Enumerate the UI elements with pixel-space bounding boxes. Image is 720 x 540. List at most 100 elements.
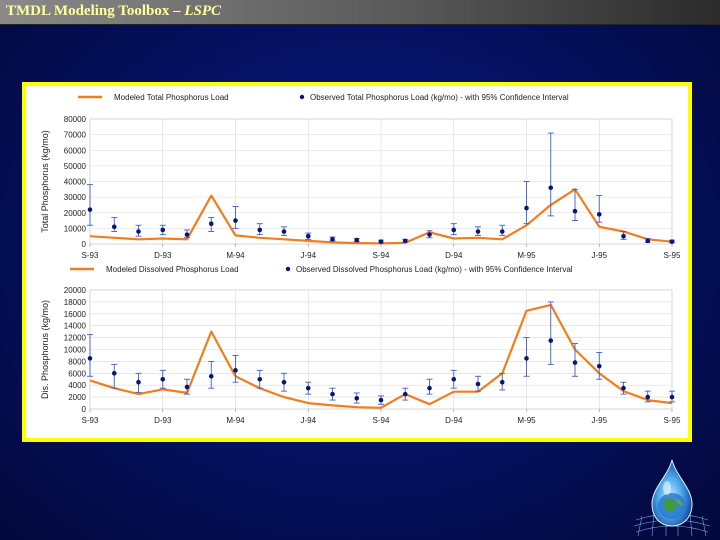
- slide-title-main: TMDL Modeling Toolbox –: [6, 3, 185, 19]
- data-point-observed: [669, 394, 675, 400]
- data-point-observed: [184, 384, 190, 390]
- y-tick-label: 0: [82, 240, 87, 249]
- y-tick-label: 4000: [68, 381, 86, 390]
- y-tick-label: 18000: [64, 298, 87, 307]
- water-drop-globe-icon: [633, 459, 711, 536]
- data-point-observed: [111, 371, 117, 376]
- x-tick-label: J-94: [300, 416, 316, 425]
- x-tick-label: D-93: [154, 251, 172, 260]
- data-point-observed: [87, 356, 93, 361]
- x-tick-label: J-94: [300, 251, 316, 260]
- data-point-observed: [402, 238, 408, 244]
- data-point-observed: [572, 360, 578, 365]
- data-point-observed: [111, 224, 117, 230]
- y-tick-label: 8000: [68, 357, 86, 366]
- x-tick-label: S-95: [664, 251, 681, 260]
- data-point-observed: [596, 212, 602, 217]
- legend-label-observed: Observed Dissolved Phosphorus Load (kg/m…: [296, 265, 573, 274]
- x-tick-label: S-95: [664, 416, 681, 425]
- y-tick-label: 16000: [64, 310, 87, 319]
- data-point-observed: [572, 208, 578, 214]
- chart-1: Modeled Total Phosphorus Load Observed To…: [40, 93, 681, 260]
- legend-swatch-observed: [285, 266, 291, 272]
- y-tick-label: 12000: [64, 334, 87, 343]
- data-point-observed: [281, 379, 287, 385]
- data-point-observed: [160, 376, 166, 382]
- y-tick-label: 10000: [64, 346, 87, 355]
- data-point-observed: [669, 239, 675, 244]
- data-point-observed: [257, 376, 263, 382]
- data-point-observed: [136, 229, 141, 234]
- y-axis-label: Dis. Phosphorus (kg/mo): [40, 300, 50, 399]
- charts-svg: Modeled Total Phosphorus Load Observed To…: [40, 93, 681, 425]
- data-point-observed: [305, 385, 311, 391]
- data-point-observed: [499, 379, 505, 385]
- data-point-observed: [305, 233, 311, 239]
- x-tick-label: M-95: [517, 416, 536, 425]
- data-point-observed: [378, 397, 384, 403]
- x-tick-label: S-94: [373, 251, 390, 260]
- slide-title-italic: LSPC: [184, 3, 222, 19]
- slide-title: TMDL Modeling Toolbox – LSPC: [6, 3, 221, 20]
- y-tick-label: 6000: [68, 369, 86, 378]
- legend-label-modeled: Modeled Total Phosphorus Load: [114, 93, 229, 102]
- x-tick-label: J-95: [591, 416, 607, 425]
- data-point-observed: [645, 394, 651, 400]
- legend-swatch-observed: [299, 94, 305, 100]
- y-axis-label: Total Phosphorus (kg/mo): [40, 130, 50, 233]
- data-point-observed: [160, 227, 166, 233]
- y-tick-label: 70000: [64, 131, 87, 140]
- figure-frame: Modeled Total Phosphorus Load Observed To…: [22, 82, 692, 442]
- slide-title-bar: TMDL Modeling Toolbox – LSPC: [0, 0, 720, 25]
- y-tick-label: 10000: [64, 224, 87, 233]
- data-point-observed: [281, 229, 287, 234]
- x-tick-label: J-95: [591, 251, 607, 260]
- data-point-observed: [87, 207, 93, 212]
- data-point-observed: [208, 373, 214, 379]
- y-tick-label: 50000: [64, 162, 87, 171]
- x-tick-label: M-94: [226, 251, 245, 260]
- data-point-observed: [475, 229, 481, 234]
- data-point-observed: [427, 232, 432, 237]
- x-tick-label: D-94: [445, 251, 463, 260]
- data-point-observed: [402, 391, 408, 397]
- data-point-observed: [354, 395, 360, 401]
- data-point-observed: [233, 368, 238, 373]
- data-point-observed: [524, 205, 529, 211]
- data-point-observed: [451, 376, 457, 382]
- data-point-observed: [475, 381, 481, 387]
- x-tick-label: S-94: [373, 416, 390, 425]
- data-point-observed: [645, 238, 651, 244]
- data-point-observed: [548, 185, 554, 191]
- data-point-observed: [451, 227, 457, 233]
- y-tick-label: 0: [82, 405, 87, 414]
- y-tick-label: 20000: [64, 286, 87, 295]
- x-tick-label: M-95: [517, 251, 536, 260]
- data-point-observed: [354, 237, 360, 243]
- legend-label-observed: Observed Total Phosphorus Load (kg/mo) -…: [310, 93, 569, 102]
- data-point-observed: [257, 227, 263, 233]
- x-tick-label: S-93: [82, 416, 99, 425]
- data-point-observed: [621, 385, 626, 391]
- y-tick-label: 14000: [64, 322, 87, 331]
- data-point-observed: [184, 232, 190, 237]
- data-point-observed: [330, 237, 335, 242]
- y-tick-label: 2000: [68, 393, 86, 402]
- x-tick-label: D-93: [154, 416, 172, 425]
- legend-label-modeled: Modeled Dissolved Phosphorus Load: [106, 265, 239, 274]
- data-point-observed: [524, 356, 529, 361]
- chart-2: Modeled Dissolved Phosphorus Load Observe…: [40, 265, 681, 425]
- data-point-observed: [427, 385, 432, 391]
- x-tick-label: D-94: [445, 416, 463, 425]
- data-point-observed: [378, 239, 384, 244]
- y-tick-label: 30000: [64, 193, 87, 202]
- data-point-observed: [208, 221, 214, 226]
- data-point-observed: [548, 338, 554, 343]
- y-tick-label: 20000: [64, 209, 87, 218]
- x-tick-label: S-93: [82, 251, 99, 260]
- x-tick-label: M-94: [226, 416, 245, 425]
- data-point-observed: [233, 218, 238, 223]
- data-point-observed: [621, 233, 626, 239]
- y-tick-label: 40000: [64, 178, 87, 187]
- y-tick-label: 60000: [64, 146, 87, 155]
